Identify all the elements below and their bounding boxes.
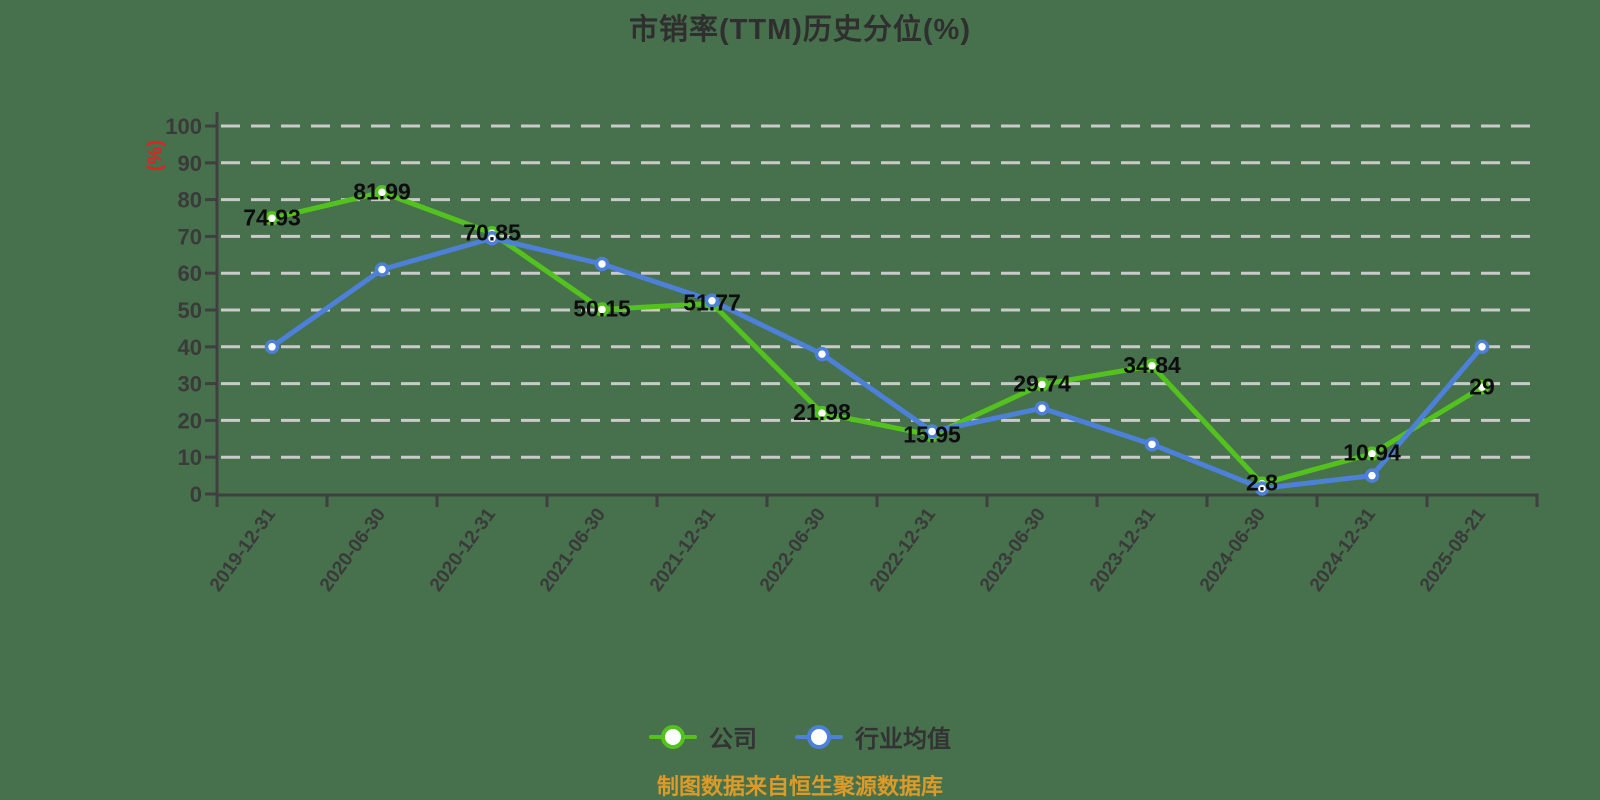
x-axis-label: 2022-12-31 [866, 504, 940, 595]
industry-average-data-point [1364, 468, 1380, 483]
y-axis-label: 50 [178, 298, 202, 323]
y-axis-label: 90 [178, 151, 202, 176]
company-data-point [1364, 446, 1380, 461]
company-data-point [1474, 380, 1490, 395]
y-axis-label: 0 [190, 482, 202, 507]
y-axis-label: 100 [165, 114, 202, 139]
company-data-point [814, 405, 830, 421]
data-point-label: 51.77 [683, 289, 741, 315]
company-line-marker-icon [649, 724, 697, 750]
legend-label-company: 公司 [709, 726, 757, 753]
x-axis-label: 2025-08-21 [1416, 504, 1490, 595]
data-point-label: 70.85 [463, 219, 521, 245]
data-point-label: 10.94 [1343, 440, 1401, 466]
x-axis-label: 2021-06-30 [536, 505, 610, 596]
data-point-label: 50.15 [573, 295, 631, 321]
x-axis-label: 2024-06-30 [1196, 505, 1270, 596]
y-axis-label: 40 [178, 335, 202, 360]
industry-average-data-point [484, 230, 500, 246]
y-axis-label: 20 [178, 408, 202, 433]
company-data-point [594, 302, 610, 317]
data-point-label: 21.98 [793, 399, 851, 425]
x-axis-label: 2020-06-30 [316, 505, 390, 596]
company-data-point [1144, 358, 1160, 374]
data-point-label: 2.8 [1246, 470, 1278, 496]
chart-title: 市销率(TTM)历史分位(%) [628, 14, 971, 46]
industry-average-data-point [1474, 339, 1490, 355]
y-axis-label: 30 [178, 372, 202, 397]
data-point-label: 81.99 [353, 178, 411, 204]
x-axis-label: 2023-06-30 [976, 505, 1050, 596]
x-axis-label: 2019-12-31 [206, 504, 280, 595]
industry-average-data-point [264, 339, 280, 355]
industry-average-line [269, 235, 1485, 491]
industry-line-marker-icon [795, 724, 843, 750]
industry-average-data-point [814, 346, 830, 362]
chart-legend: 公司 行业均值 [0, 719, 1600, 754]
company-data-point [1034, 377, 1050, 392]
legend-item-company: 公司 [649, 719, 757, 754]
legend-label-industry-average: 行业均值 [855, 726, 951, 753]
y-axis-label: 80 [178, 188, 202, 213]
data-point-label: 15.95 [903, 421, 961, 447]
y-axis-label: 70 [178, 224, 202, 249]
x-axis-label: 2021-12-31 [646, 504, 720, 595]
industry-average-data-point [1144, 437, 1160, 452]
company-line [269, 189, 1485, 487]
x-axis-label: 2022-06-30 [756, 505, 830, 596]
x-axis-label: 2023-12-31 [1086, 504, 1160, 595]
industry-average-data-point [594, 256, 610, 272]
data-source-note: 制图数据来自恒生聚源数据库 [656, 774, 943, 799]
y-axis-label: 10 [178, 445, 202, 470]
x-axis-label: 2024-12-31 [1306, 504, 1380, 595]
industry-average-data-point [1254, 481, 1270, 496]
legend-item-industry-average: 行业均值 [795, 719, 951, 754]
data-point-label: 74.93 [243, 204, 301, 230]
company-data-point [264, 211, 280, 226]
industry-average-data-point [1034, 401, 1050, 416]
y-axis-label: 60 [178, 261, 202, 286]
company-data-point [374, 185, 390, 200]
data-point-label: 29.74 [1013, 371, 1071, 397]
industry-average-data-point [924, 424, 940, 439]
x-axis-label: 2020-12-31 [426, 504, 500, 595]
industry-average-data-point [374, 262, 390, 277]
industry-average-data-point [704, 293, 720, 309]
data-point-label: 29 [1469, 373, 1495, 399]
data-point-label: 34.84 [1123, 352, 1181, 378]
